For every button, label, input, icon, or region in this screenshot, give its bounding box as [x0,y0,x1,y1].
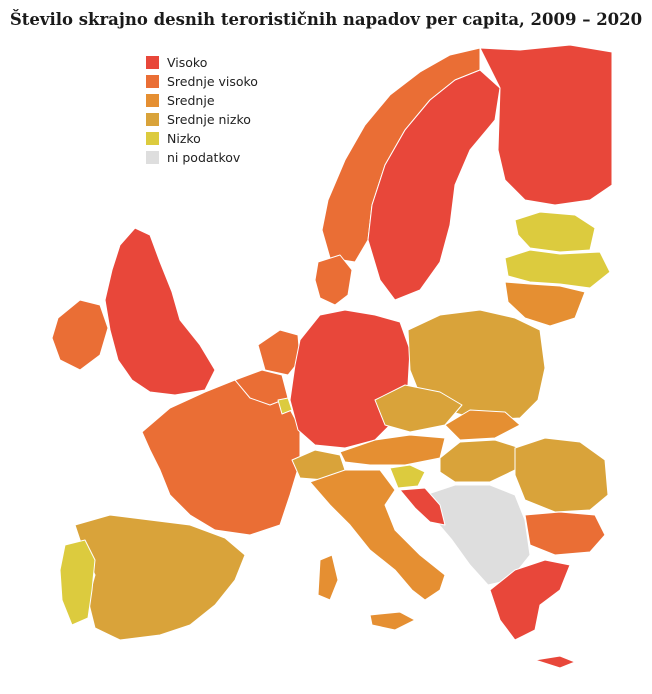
legend-item-medium-high: Srednje visoko [146,72,258,91]
country-slovenia [389,464,426,489]
legend-item-medium: Srednje [146,91,258,110]
country-croatia [399,487,446,526]
legend-swatch [146,75,159,88]
country-sicily [369,611,416,631]
legend-swatch [146,151,159,164]
legend-label: Srednje [167,93,215,108]
country-netherlands [257,329,301,376]
country-estonia [514,211,596,253]
legend-label: Visoko [167,55,208,70]
legend-item-high: Visoko [146,53,258,72]
country-crete [534,655,576,669]
legend-item-medium-low: Srednje nizko [146,110,258,129]
country-sardinia [317,554,339,601]
map-title: Število skrajno desnih terorističnih nap… [9,10,643,29]
country-ireland [51,299,109,371]
country-finland [479,44,613,206]
europe-map [51,44,613,669]
country-luxembourg [277,397,293,415]
legend-swatch [146,113,159,126]
country-sweden [367,69,501,301]
country-uk [104,227,216,396]
country-slovakia [444,409,521,441]
country-lithuania [504,281,586,327]
country-france [141,379,301,536]
legend-label: Srednje nizko [167,112,251,127]
legend-label: Srednje visoko [167,74,258,89]
legend-swatch [146,56,159,69]
legend-swatch [146,132,159,145]
country-romania [514,437,609,513]
country-greece [489,559,571,641]
legend-item-low: Nizko [146,129,258,148]
country-denmark [314,254,353,306]
legend-label: ni podatkov [167,150,241,165]
legend-swatch [146,94,159,107]
legend-item-no-data: ni podatkov [146,148,258,167]
country-bulgaria [524,511,606,556]
country-balkans-no-data [424,484,531,586]
country-hungary [439,439,521,483]
country-latvia [504,249,611,289]
map-legend: Visoko Srednje visoko Srednje Srednje ni… [146,53,258,167]
country-spain [74,514,246,641]
legend-label: Nizko [167,131,201,146]
country-portugal [59,539,96,626]
country-czechia [374,384,463,433]
country-italy [309,469,446,601]
